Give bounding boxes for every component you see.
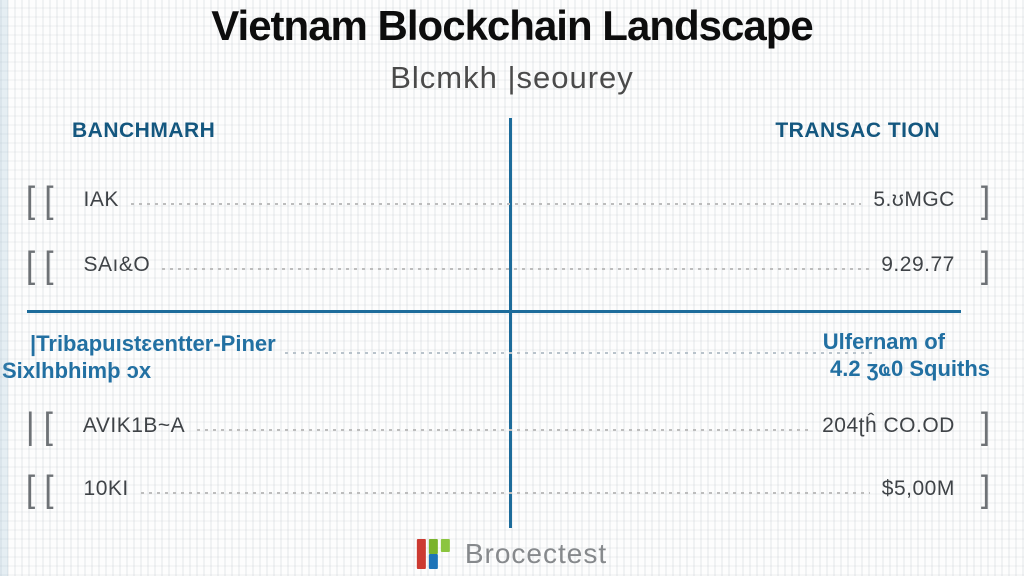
middle-dotted-leader (285, 352, 875, 354)
annotation-left-line1: |Tribapuıstɛentter-Piner (30, 331, 276, 356)
close-bracket-glyph: ] (980, 404, 990, 447)
page-title: Vietnam Blockchain Landscape (211, 2, 813, 49)
logo-green-bar (428, 539, 438, 554)
brand-bars-icon (416, 538, 455, 570)
close-bracket-glyph: ] (980, 243, 990, 286)
row-value: 204ʈĥ CO.OD (822, 414, 955, 437)
page-subtitle: Blcmkh |seourey (390, 60, 634, 95)
annotation-right-line2: 4.2 ӡҩ0 Squiths (830, 356, 990, 381)
row-label: SAı&O (83, 253, 151, 276)
row-value: 9.29.77 (881, 253, 955, 276)
row-label: AVIK1B~A (82, 414, 186, 437)
benchmark-row: [ [ IAK 5.ʊMGC ] (26, 178, 990, 221)
dotted-leader (140, 492, 870, 494)
open-brackets-glyph: | [ (26, 404, 53, 447)
dotted-leader (130, 203, 862, 205)
row-label: IAK (83, 188, 119, 211)
benchmark-row: | [ AVIK1B~A 204ʈĥ CO.OD ] (26, 404, 990, 447)
quadrant-vertical-divider (509, 118, 512, 528)
logo-red-bar (416, 539, 426, 569)
close-bracket-glyph: ] (980, 467, 990, 510)
benchmark-row: [ [ 10KI $5,00M ] (26, 467, 990, 510)
open-brackets-glyph: [ [ (26, 467, 54, 510)
dotted-leader (197, 429, 811, 431)
dotted-leader (162, 268, 870, 270)
left-column-header: BANCHMARH (72, 119, 216, 142)
quadrant-horizontal-divider (27, 310, 961, 313)
logo-short-green-bar (440, 539, 450, 552)
row-value: $5,00M (881, 477, 955, 500)
open-brackets-glyph: [ [ (26, 243, 54, 286)
brand-name: Brocectest (464, 538, 608, 569)
close-bracket-glyph: ] (980, 178, 990, 221)
logo-blue-bar (428, 554, 438, 569)
annotation-right-line1: Ulfernam of (822, 329, 945, 354)
annotation-left-line2: Sixlhbhimþ ɔx (2, 358, 152, 383)
benchmark-row: [ [ SAı&O 9.29.77 ] (26, 243, 990, 286)
right-column-header: TRANSAC TION (775, 119, 940, 142)
footer-brand: Brocectest (416, 538, 608, 570)
open-brackets-glyph: [ [ (26, 178, 54, 221)
row-value: 5.ʊMGC (873, 188, 955, 211)
row-label: 10KI (83, 477, 129, 500)
